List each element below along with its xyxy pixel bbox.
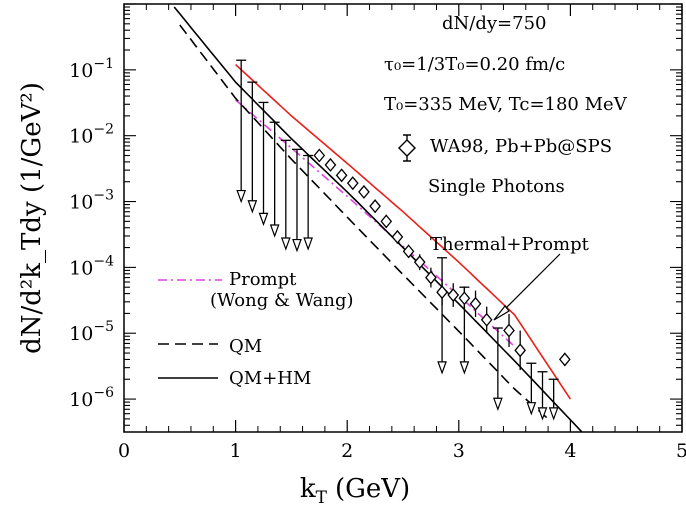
upper-limit-arrow — [280, 237, 291, 251]
upper-limit-arrow — [493, 397, 503, 412]
annotation-single-photons: Single Photons — [428, 176, 565, 197]
annotation-data-label: WA98, Pb+Pb@SPS — [430, 136, 612, 157]
upper-limit-arrow — [292, 238, 302, 253]
upper-limit-arrow — [526, 402, 537, 416]
data-point — [380, 214, 393, 229]
annotation-temperatures: T₀=335 MeV, Tc=180 MeV — [384, 94, 628, 115]
x-tick-label: 5 — [676, 440, 686, 462]
upper-limit-arrow — [459, 361, 470, 375]
data-point — [558, 352, 571, 367]
y-tick-label: 10−4 — [69, 253, 114, 279]
y-tick-label: 10−2 — [69, 122, 114, 148]
upper-limits — [236, 59, 559, 421]
x-axis-label: kT (GeV) — [300, 474, 410, 506]
upper-limit-arrow — [269, 224, 280, 238]
upper-limit-arrow — [303, 237, 313, 251]
upper-limit-arrow — [247, 200, 258, 214]
data-point — [480, 312, 493, 327]
x-tick-label: 1 — [230, 440, 242, 462]
data-point — [413, 255, 426, 270]
x-tick-label: 4 — [564, 440, 576, 462]
upper-limit-arrow — [437, 361, 447, 375]
data-legend-marker — [398, 134, 416, 162]
y-tick-label: 10−5 — [69, 319, 114, 345]
data-point — [369, 199, 381, 214]
upper-limit-arrow — [236, 189, 247, 204]
data-point — [346, 176, 359, 191]
data-point — [335, 168, 348, 183]
x-tick-label: 3 — [453, 440, 465, 462]
y-tick-label: 10−3 — [69, 188, 114, 214]
legend-qm-label: QM — [229, 336, 262, 357]
annotation-thermal-prompt: Thermal+Prompt — [430, 234, 590, 255]
x-tick-label: 0 — [118, 440, 130, 462]
data-point — [447, 288, 460, 303]
y-tick-label: 10−1 — [69, 56, 114, 82]
data-point — [503, 323, 515, 338]
data-point — [402, 244, 415, 259]
legend-qmhm-label: QM+HM — [229, 368, 311, 389]
curve-qm — [179, 24, 549, 420]
upper-limit-arrow — [548, 407, 559, 421]
upper-limit-arrow — [258, 212, 269, 227]
x-tick-label: 2 — [341, 440, 353, 462]
y-axis-label: dN/d²k_Tdy (1/GeV²) — [17, 82, 47, 354]
data-points — [313, 148, 571, 371]
axis-ticks: 0 1 2 3 4 5 10−6 10−5 10−4 10−3 10−2 10−1 — [69, 3, 686, 462]
data-point — [324, 157, 337, 172]
annotation-dndy: dN/dy=750 — [442, 13, 546, 34]
legend-prompt-label: Prompt — [229, 269, 297, 290]
data-point — [514, 343, 527, 358]
upper-limit-arrow — [537, 407, 548, 421]
data-point — [469, 296, 482, 311]
curve-qm-hm — [173, 6, 583, 433]
data-point — [436, 285, 448, 300]
plot-frame — [123, 3, 683, 433]
thermal-prompt-arrowhead — [493, 305, 510, 321]
data-point — [391, 229, 404, 244]
legend-prompt-sub: (Wong & Wang) — [210, 290, 354, 311]
annotation-tau: τ₀=1/3T₀=0.20 fm/c — [384, 54, 565, 75]
curve-thermal-prompt — [235, 64, 572, 400]
data-point — [425, 270, 437, 285]
data-point — [313, 148, 326, 163]
y-tick-label: 10−6 — [69, 385, 114, 411]
data-point — [458, 291, 471, 306]
data-point — [358, 184, 370, 199]
